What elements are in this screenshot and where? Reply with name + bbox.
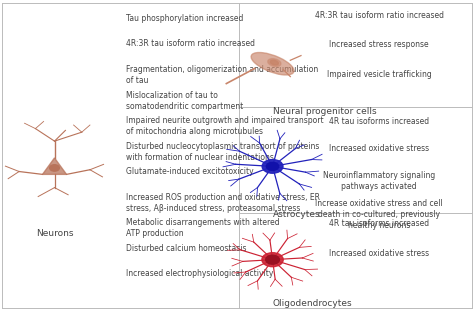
Ellipse shape [270,60,278,65]
Circle shape [50,165,59,171]
Circle shape [262,160,283,173]
Text: Impaired neurite outgrowth and impaired transport
of mitochondria along microtub: Impaired neurite outgrowth and impaired … [126,116,323,136]
Ellipse shape [251,53,294,75]
Text: Impaired vesicle trafficking: Impaired vesicle trafficking [327,70,431,79]
Text: Fragmentation, oligomerization and accumulation
of tau: Fragmentation, oligomerization and accum… [126,65,318,85]
Text: Increase oxidative stress and cell
death in co-cultured, previously
healthy neur: Increase oxidative stress and cell death… [315,199,443,230]
Text: Increased electrophysiological activity: Increased electrophysiological activity [126,269,273,278]
Text: Disturbed calcium homeostasis: Disturbed calcium homeostasis [126,244,246,253]
Polygon shape [43,158,66,174]
Text: Increased oxidative stress: Increased oxidative stress [329,144,429,153]
Text: 4R:3R tau isoform ratio increased: 4R:3R tau isoform ratio increased [315,11,444,20]
Text: Oligodendrocytes: Oligodendrocytes [273,299,352,308]
Text: Astrocytes: Astrocytes [273,210,320,219]
Text: Neuroinflammatory signaling
pathways activated: Neuroinflammatory signaling pathways act… [323,171,435,192]
Text: Mislocalization of tau to
somatodendritic compartment: Mislocalization of tau to somatodendriti… [126,91,243,111]
Ellipse shape [268,59,281,67]
Text: Neural progenitor cells: Neural progenitor cells [273,107,376,116]
Text: Increased ROS production and oxidative stress, ER
stress, Aβ-induced stress, pro: Increased ROS production and oxidative s… [126,193,319,213]
Text: 4R tau isoforms increased: 4R tau isoforms increased [329,219,429,228]
Text: Glutamate-induced excitotoxicity: Glutamate-induced excitotoxicity [126,167,253,176]
Text: Increased oxidative stress: Increased oxidative stress [329,249,429,258]
Text: Tau phosphorylation increased: Tau phosphorylation increased [126,14,243,23]
Text: Neurons: Neurons [36,229,73,238]
Circle shape [262,253,283,267]
Circle shape [266,255,279,264]
Text: Disturbed nucleocytoplasmic transport of proteins
with formation of nuclear inde: Disturbed nucleocytoplasmic transport of… [126,142,319,162]
Text: Increased stress response: Increased stress response [329,40,429,49]
Text: Metabolic disarrangements with altered
ATP production: Metabolic disarrangements with altered A… [126,218,279,238]
Text: 4R tau isoforms increased: 4R tau isoforms increased [329,117,429,126]
Text: 4R:3R tau isoform ratio increased: 4R:3R tau isoform ratio increased [126,39,255,49]
Circle shape [266,162,279,170]
